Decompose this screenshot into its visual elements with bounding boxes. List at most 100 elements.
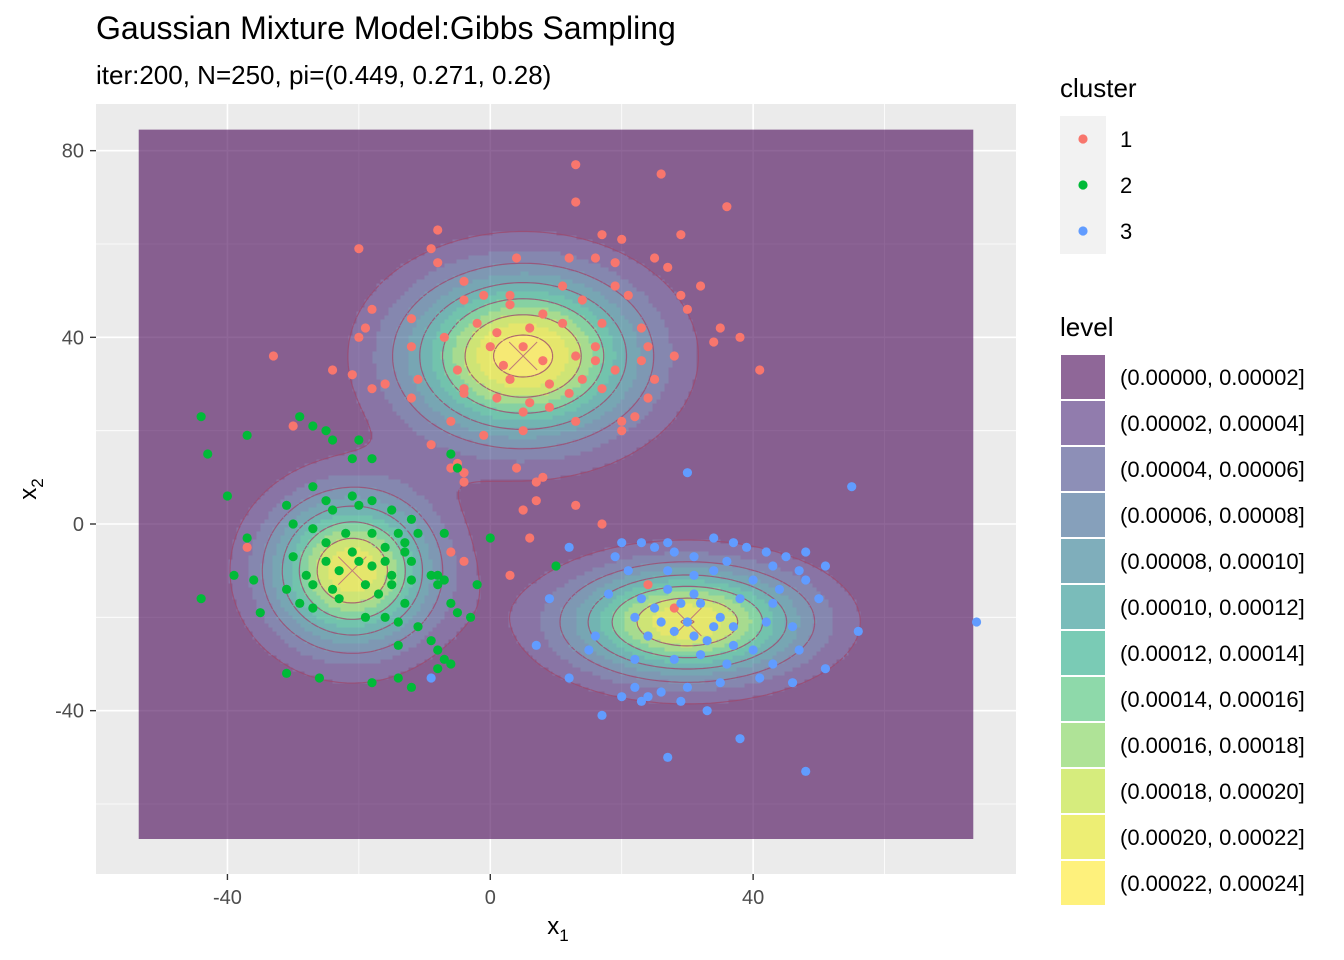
axes: -40 0 40 -40 0 40 80 x1 x2 — [15, 141, 764, 945]
data-point-cluster-3 — [794, 645, 804, 655]
data-point-cluster-2 — [281, 500, 292, 510]
data-point-cluster-3 — [794, 566, 804, 576]
data-point-cluster-undefined — [505, 290, 515, 300]
data-point-cluster-2 — [446, 598, 456, 608]
data-point-cluster-2 — [203, 449, 213, 459]
data-point-cluster-2 — [373, 589, 384, 599]
data-point-cluster-2 — [196, 594, 206, 604]
density-band — [228, 231, 861, 704]
data-point-cluster-undefined — [577, 295, 587, 305]
data-point-cluster-3 — [663, 752, 673, 762]
cluster-legend-title: cluster — [1060, 73, 1137, 103]
data-point-cluster-undefined — [682, 304, 693, 314]
data-point-cluster-2 — [387, 570, 397, 580]
data-point-cluster-undefined — [610, 281, 620, 291]
data-point-cluster-3 — [715, 612, 725, 622]
data-point-cluster-3 — [787, 678, 798, 688]
data-point-cluster-undefined — [649, 374, 660, 384]
data-point-cluster-2 — [308, 421, 318, 431]
data-point-cluster-undefined — [268, 351, 279, 361]
density-band — [328, 323, 721, 640]
data-point-cluster-2 — [380, 612, 390, 622]
data-point-cluster-2 — [413, 528, 423, 538]
data-point-cluster-2 — [308, 524, 318, 534]
data-point-cluster-undefined — [590, 356, 601, 366]
data-point-cluster-3 — [971, 617, 982, 627]
data-point-cluster-undefined — [518, 426, 528, 436]
data-point-cluster-2 — [433, 580, 443, 590]
data-point-cluster-3 — [689, 589, 699, 599]
data-point-cluster-2 — [446, 659, 456, 669]
x-tick-label: 0 — [485, 887, 496, 909]
level-legend-label: (0.00006, 0.00008] — [1120, 503, 1305, 528]
data-point-cluster-2 — [341, 528, 351, 538]
data-point-cluster-3 — [531, 640, 541, 650]
data-point-cluster-3 — [676, 696, 686, 706]
data-point-cluster-undefined — [557, 318, 568, 328]
data-point-cluster-3 — [722, 556, 732, 566]
data-point-cluster-3 — [709, 566, 719, 576]
data-point-cluster-3 — [617, 538, 627, 548]
density-band — [260, 263, 817, 684]
data-point-cluster-3 — [715, 678, 725, 688]
data-point-cluster-3 — [768, 561, 778, 571]
data-point-cluster-3 — [801, 547, 811, 557]
data-point-cluster-2 — [347, 454, 357, 464]
data-point-cluster-undefined — [610, 258, 620, 268]
data-point-cluster-undefined — [472, 318, 482, 328]
data-point-cluster-undefined — [433, 258, 443, 268]
data-point-cluster-2 — [242, 430, 252, 440]
level-legend-label: (0.00000, 0.00002] — [1120, 365, 1305, 390]
data-point-cluster-3 — [649, 542, 660, 552]
x-axis-title: x1 — [547, 913, 568, 945]
density-band — [280, 283, 785, 668]
data-point-cluster-3 — [584, 645, 594, 655]
data-point-cluster-undefined — [617, 426, 627, 436]
data-point-cluster-undefined — [367, 304, 377, 314]
data-point-cluster-undefined — [439, 332, 449, 342]
data-point-cluster-undefined — [571, 351, 581, 361]
contour-line — [229, 230, 861, 705]
data-point-cluster-3 — [761, 617, 771, 627]
data-point-cluster-undefined — [571, 160, 581, 170]
data-point-cluster-undefined — [538, 309, 548, 319]
data-point-cluster-2 — [295, 412, 305, 422]
data-point-cluster-undefined — [577, 374, 587, 384]
data-point-cluster-3 — [564, 673, 574, 683]
data-point-cluster-2 — [360, 612, 371, 622]
data-point-cluster-3 — [709, 533, 719, 543]
level-legend-label: (0.00020, 0.00022] — [1120, 825, 1305, 850]
data-point-cluster-undefined — [498, 360, 509, 370]
level-legend-swatch — [1061, 677, 1105, 721]
data-point-cluster-undefined — [636, 323, 647, 333]
data-point-cluster-undefined — [485, 342, 495, 352]
data-point-cluster-undefined — [643, 393, 653, 403]
data-point-cluster-undefined — [354, 244, 364, 254]
data-point-cluster-2 — [321, 538, 331, 548]
data-point-cluster-undefined — [426, 440, 436, 450]
level-legend-swatch — [1061, 401, 1105, 445]
data-point-cluster-undefined — [354, 332, 364, 342]
level-legend-label: (0.00016, 0.00018] — [1120, 733, 1305, 758]
data-point-cluster-undefined — [564, 388, 574, 398]
data-points — [196, 160, 982, 776]
data-point-cluster-undefined — [406, 393, 417, 403]
data-point-cluster-3 — [643, 692, 653, 702]
data-point-cluster-2 — [308, 580, 318, 590]
data-point-cluster-3 — [630, 612, 640, 622]
data-point-cluster-3 — [689, 552, 699, 562]
level-legend-swatch — [1061, 355, 1105, 399]
data-point-cluster-3 — [689, 631, 699, 641]
data-point-cluster-undefined — [492, 393, 502, 403]
data-point-cluster-2 — [433, 570, 443, 580]
data-point-cluster-undefined — [347, 370, 357, 380]
data-point-cluster-undefined — [544, 379, 555, 389]
x-tick-label: -40 — [213, 887, 242, 909]
data-point-cluster-2 — [406, 514, 417, 524]
data-point-cluster-undefined — [643, 580, 653, 590]
data-point-cluster-2 — [380, 556, 390, 566]
data-point-cluster-undefined — [571, 197, 581, 207]
data-point-cluster-undefined — [695, 281, 706, 291]
data-point-cluster-undefined — [597, 318, 607, 328]
data-point-cluster-2 — [393, 673, 403, 683]
